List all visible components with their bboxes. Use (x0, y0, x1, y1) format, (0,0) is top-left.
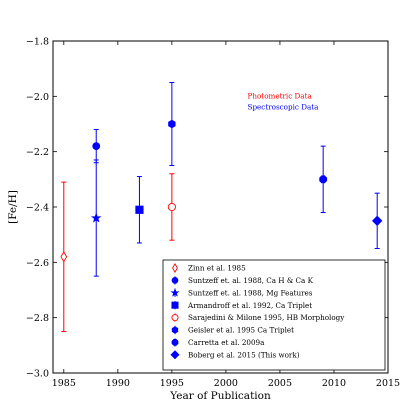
octagon-marker (171, 339, 179, 346)
y-tick-label: −2.6 (26, 258, 49, 269)
x-tick-label: 1985 (52, 378, 76, 389)
hexagon-marker (168, 119, 176, 129)
circle-marker (171, 277, 179, 284)
axis-ticks: 1985 1990 1995 2000 2005 2010 2015 −3.0 −2.8 −2.6… (26, 37, 400, 390)
legend-label: Suntzeff et. al. 1988, Ca H & Ca K (188, 276, 314, 285)
x-axis-label: Year of Publication (169, 390, 271, 402)
legend-label: Geisler et al. 1995 Ca Triplet (188, 326, 294, 335)
y-tick-label: −3.0 (26, 369, 49, 380)
y-tick-label: −2.2 (26, 147, 49, 158)
legend-label: Suntzeff et. al. 1988, Mg Features (188, 288, 313, 297)
square-marker (171, 301, 179, 309)
legend-label: Armandroff et al. 1992, Ca Triplet (187, 301, 312, 310)
legend-box (162, 259, 386, 371)
circle-open-marker (171, 314, 179, 322)
x-tick-label: 2005 (268, 378, 292, 389)
legend-label: Carretta et al. 2009a (188, 338, 265, 347)
x-tick-label: 2010 (322, 378, 346, 389)
y-tick-label: −2.8 (26, 313, 49, 324)
y-axis-label: [Fe/H] (7, 190, 19, 224)
legend-label: Boberg et al. 2015 (This work) (188, 350, 300, 359)
hexagon-marker (171, 326, 179, 334)
circle-open-marker (167, 202, 176, 212)
plot-area (60, 82, 383, 332)
diamond-marker (170, 350, 180, 360)
legend-label: Sarajedini & Milone 1995, HB Morphology (188, 313, 345, 322)
x-tick-label: 1995 (160, 378, 184, 389)
octagon-marker (319, 175, 328, 184)
x-tick-label: 2015 (376, 378, 400, 389)
annotation-text: Spectroscopic Data (248, 102, 320, 111)
diamond-marker (371, 215, 383, 227)
square-marker (135, 205, 144, 214)
x-tick-label: 1990 (106, 378, 130, 389)
thin-diamond-marker (172, 263, 178, 273)
star-marker (91, 212, 102, 223)
star-marker (170, 288, 180, 297)
y-tick-label: −2.0 (26, 92, 49, 103)
annotation-text: Photometric Data (248, 91, 313, 100)
y-tick-label: −2.4 (26, 203, 49, 214)
thin-diamond-marker (60, 251, 68, 263)
legend-label: Zinn et al. 1985 (188, 264, 246, 273)
legend: Zinn et al. 1985 Suntzeff et. al. 1988, C… (162, 259, 386, 371)
x-tick-label: 2000 (214, 378, 238, 389)
circle-marker (92, 142, 101, 151)
y-tick-label: −1.8 (26, 37, 49, 48)
annotations: Photometric Data Spectroscopic Data (248, 91, 320, 111)
